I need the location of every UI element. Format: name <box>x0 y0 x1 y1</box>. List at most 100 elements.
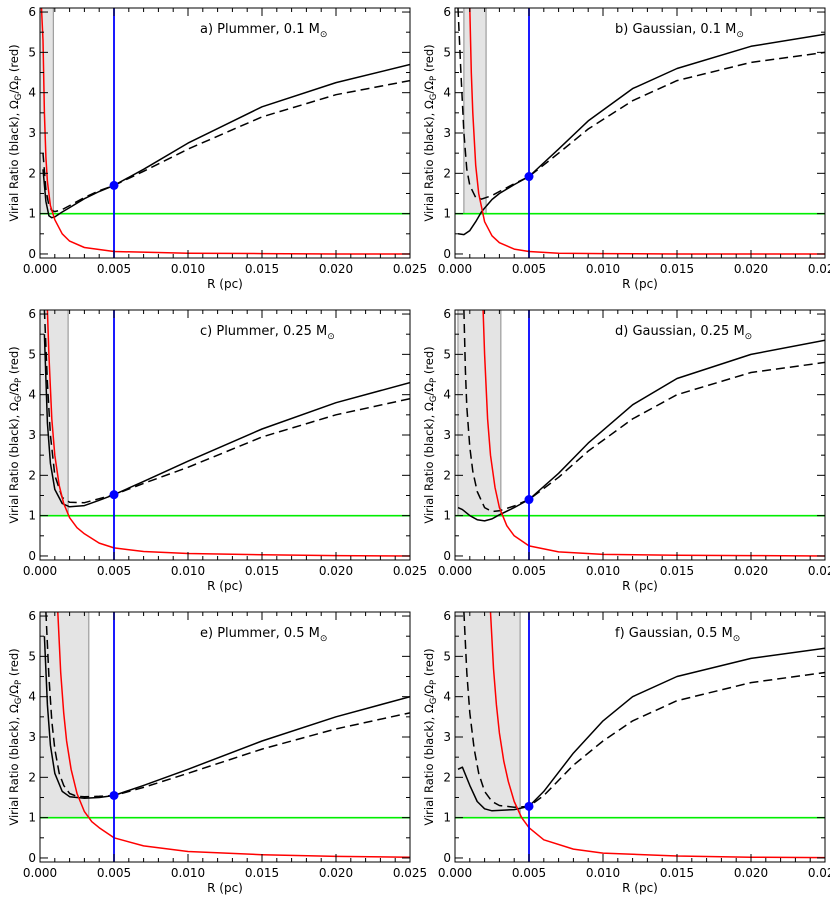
y-axis-label: Virial Ratio (black), ΩG/ΩP (red) <box>7 648 24 825</box>
y-label-part: /Ω <box>7 685 21 698</box>
y-tick-label: 0 <box>443 247 451 261</box>
y-label-subscript: G <box>14 94 24 101</box>
series-virial-solid <box>42 63 410 219</box>
y-label-subscript: G <box>14 698 24 705</box>
plot-frame <box>39 7 411 259</box>
y-tick-label: 1 <box>28 811 36 825</box>
y-tick-label: 0 <box>28 549 36 563</box>
panel-title-text: a) Plummer, 0.1 M <box>200 22 320 37</box>
y-tick-label: 0 <box>443 851 451 865</box>
y-label-part: Virial Ratio (black), Ω <box>7 704 21 826</box>
x-tick-label: 0.010 <box>171 262 205 276</box>
panel-title-text: f) Gaussian, 0.5 M <box>615 626 733 641</box>
series-omega-ratio-red <box>469 8 825 255</box>
x-tick-label: 0.025 <box>393 866 427 880</box>
y-label-subscript: P <box>14 680 24 685</box>
y-label-subscript: P <box>429 76 439 81</box>
y-tick-label: 4 <box>443 690 451 704</box>
plot-area <box>455 612 825 862</box>
data-marker <box>524 172 534 182</box>
y-tick-label: 6 <box>28 609 36 623</box>
series-virial-dashed <box>463 310 825 513</box>
y-tick-label: 4 <box>28 86 36 100</box>
series-omega-ratio-red <box>489 612 825 859</box>
x-tick-label: 0.015 <box>245 866 279 880</box>
y-tick-label: 4 <box>28 690 36 704</box>
y-label-part: Virial Ratio (black), Ω <box>422 100 436 222</box>
y-label-part: (red) <box>7 648 21 679</box>
sun-symbol: ⊙ <box>736 30 744 40</box>
series-virial-dashed <box>457 8 825 200</box>
y-tick-label: 5 <box>28 649 36 663</box>
x-axis-label: R (pc) <box>207 881 243 895</box>
y-label-part: (red) <box>422 44 436 75</box>
y-axis-label: Virial Ratio (black), ΩG/ΩP (red) <box>422 648 439 825</box>
x-tick-label: 0.000 <box>438 564 472 578</box>
series-virial-dashed <box>45 612 410 798</box>
y-label-part: /Ω <box>422 81 436 94</box>
y-tick-label: 1 <box>443 207 451 221</box>
y-label-subscript: G <box>14 396 24 403</box>
y-tick-label: 6 <box>443 609 451 623</box>
x-tick-label: 0.005 <box>512 262 546 276</box>
x-tick-label: 0.010 <box>171 866 205 880</box>
data-marker <box>524 801 534 811</box>
y-tick-label: 6 <box>28 5 36 19</box>
panel-title-text: d) Gaussian, 0.25 M <box>615 324 745 339</box>
x-axis-label: R (pc) <box>207 277 243 291</box>
y-label-part: Virial Ratio (black), Ω <box>7 100 21 222</box>
x-tick-label: 0.020 <box>319 866 353 880</box>
y-label-part: /Ω <box>422 685 436 698</box>
y-label-part: Virial Ratio (black), Ω <box>422 704 436 826</box>
y-tick-label: 1 <box>443 509 451 523</box>
shaded-region <box>40 8 54 215</box>
x-tick-label: 0.020 <box>734 262 768 276</box>
data-marker <box>524 495 534 505</box>
panel-title: e) Plummer, 0.5 M⊙ <box>200 626 327 644</box>
series-virial-solid <box>457 339 825 522</box>
x-axis-label: R (pc) <box>207 579 243 593</box>
plot-area <box>40 8 410 258</box>
chart-panel: 0.000 0.005 0.010 0.015 0.020 0.025 0 1 2 3 4 5 6 R (… <box>422 307 830 593</box>
panel-title: f) Gaussian, 0.5 M⊙ <box>615 626 740 644</box>
y-tick-label: 2 <box>443 770 451 784</box>
chart-panel: 0.000 0.005 0.010 0.015 0.020 0.025 0 1 2 3 4 5 6 R (… <box>7 307 427 593</box>
y-tick-label: 2 <box>28 468 36 482</box>
panel-title: d) Gaussian, 0.25 M⊙ <box>615 324 752 342</box>
plot-frame <box>454 7 826 259</box>
sun-symbol: ⊙ <box>320 30 328 40</box>
data-marker <box>109 790 119 800</box>
y-tick-label: 1 <box>28 509 36 523</box>
series-virial-dashed <box>463 612 825 808</box>
series-omega-ratio-red <box>40 8 410 255</box>
y-label-part: (red) <box>422 648 436 679</box>
y-tick-label: 3 <box>28 428 36 442</box>
data-marker <box>109 490 119 500</box>
y-axis-label: Virial Ratio (black), ΩG/ΩP (red) <box>7 44 24 221</box>
y-label-part: /Ω <box>422 383 436 396</box>
x-tick-label: 0.025 <box>393 564 427 578</box>
y-tick-label: 2 <box>28 770 36 784</box>
y-label-subscript: P <box>429 680 439 685</box>
x-tick-label: 0.015 <box>245 262 279 276</box>
y-tick-label: 6 <box>443 307 451 321</box>
chart-panel: 0.000 0.005 0.010 0.015 0.020 0.025 0 1 2 3 4 5 6 R (… <box>422 5 830 291</box>
y-tick-label: 5 <box>443 347 451 361</box>
x-tick-label: 0.000 <box>23 866 57 880</box>
x-tick-label: 0.025 <box>393 262 427 276</box>
chart-panel: 0.000 0.005 0.010 0.015 0.020 0.025 0 1 2 3 4 5 6 R (… <box>7 5 427 291</box>
sun-symbol: ⊙ <box>327 332 335 342</box>
plot-area <box>40 310 410 560</box>
y-tick-label: 3 <box>443 126 451 140</box>
series-omega-ratio-red <box>46 310 410 557</box>
panel-title: a) Plummer, 0.1 M⊙ <box>200 22 327 40</box>
series-omega-ratio-red <box>482 310 825 557</box>
panel-title: c) Plummer, 0.25 M⊙ <box>200 324 335 342</box>
x-tick-label: 0.015 <box>245 564 279 578</box>
plot-area <box>455 8 825 258</box>
x-tick-label: 0.020 <box>734 564 768 578</box>
x-tick-label: 0.025 <box>808 564 830 578</box>
chart-panel: 0.000 0.005 0.010 0.015 0.020 0.025 0 1 2 3 4 5 6 R (… <box>7 609 427 895</box>
y-tick-label: 6 <box>443 5 451 19</box>
